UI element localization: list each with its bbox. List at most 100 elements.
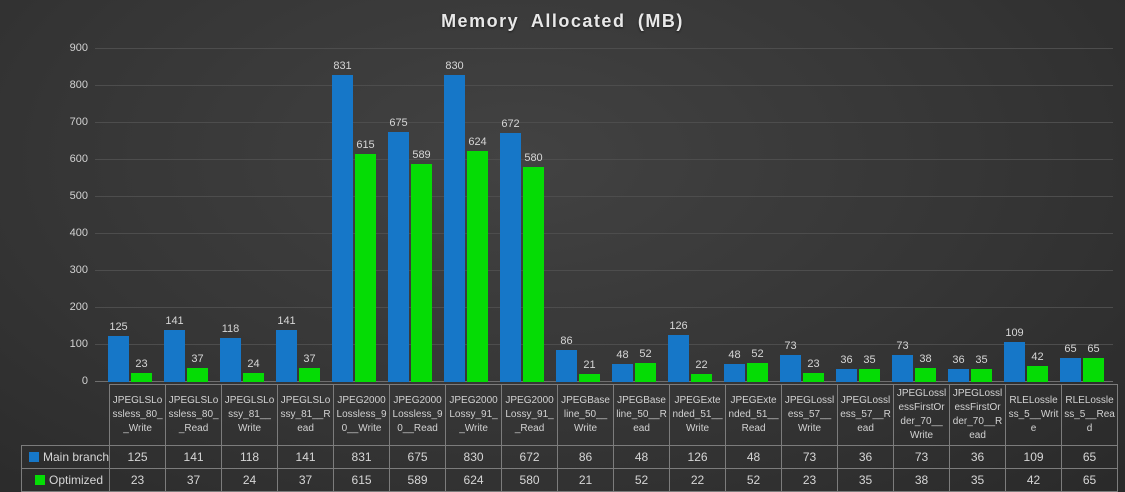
table-value-cell: 48 bbox=[725, 445, 783, 469]
table-value-cell: 52 bbox=[725, 468, 783, 492]
bar-group: 73 38 bbox=[886, 49, 942, 382]
gridline bbox=[95, 159, 1113, 160]
bar-optimized bbox=[803, 373, 824, 382]
legend-series-name: Main branch bbox=[43, 450, 110, 464]
bar-main-branch bbox=[444, 75, 465, 382]
table-value-cell: 624 bbox=[445, 468, 503, 492]
y-axis-tick-label: 800 bbox=[69, 79, 88, 91]
y-axis-tick-label: 100 bbox=[69, 338, 88, 350]
bar-main-branch bbox=[724, 364, 745, 382]
bar-optimized bbox=[691, 374, 712, 382]
bar-group: 831 615 bbox=[326, 49, 382, 382]
table-value-cell: 126 bbox=[669, 445, 727, 469]
bar-value-label: 48 bbox=[728, 349, 741, 361]
bar-value-label: 118 bbox=[221, 323, 240, 335]
bar-group: 118 24 bbox=[214, 49, 270, 382]
bar-value-label: 21 bbox=[583, 359, 596, 371]
bar-value-label: 65 bbox=[1087, 343, 1100, 355]
bar-value-label: 48 bbox=[616, 349, 629, 361]
bar-value-label: 624 bbox=[468, 136, 487, 148]
table-corner-cell bbox=[22, 385, 110, 446]
table-value-cell: 35 bbox=[949, 468, 1007, 492]
gridline bbox=[95, 196, 1113, 197]
y-axis-tick-label: 900 bbox=[69, 42, 88, 54]
gridline bbox=[95, 270, 1113, 271]
bar-optimized bbox=[355, 154, 376, 382]
legend-swatch bbox=[29, 452, 39, 462]
table-value-cell: 21 bbox=[557, 468, 615, 492]
bar-value-label: 37 bbox=[303, 353, 316, 365]
table-value-cell: 589 bbox=[389, 468, 447, 492]
legend-swatch bbox=[35, 475, 45, 485]
bar-optimized bbox=[411, 164, 432, 382]
bar-group: 109 42 bbox=[998, 49, 1054, 382]
category-label: JPEGLSLossless_80__Read bbox=[165, 384, 223, 446]
series-value-row: Main branch 125 141 118 141 831 675 830 672 86 48 1… bbox=[20, 445, 1119, 469]
category-label: JPEGLossless_57__Read bbox=[837, 384, 895, 446]
category-label: JPEGLSLossless_80__Write bbox=[109, 384, 167, 446]
bar-optimized bbox=[187, 368, 208, 382]
bar-group: 141 37 bbox=[158, 49, 214, 382]
bar-main-branch bbox=[164, 330, 185, 382]
table-value-cell: 23 bbox=[109, 468, 167, 492]
bar-main-branch bbox=[836, 369, 857, 382]
gridline bbox=[95, 85, 1113, 86]
bar-value-label: 36 bbox=[952, 354, 965, 366]
bar-value-label: 141 bbox=[277, 315, 296, 327]
table-value-cell: 675 bbox=[389, 445, 447, 469]
bar-value-label: 52 bbox=[751, 348, 764, 360]
gridline bbox=[95, 122, 1113, 123]
bar-main-branch bbox=[948, 369, 969, 382]
bar-value-label: 73 bbox=[784, 340, 797, 352]
table-value-cell: 580 bbox=[501, 468, 559, 492]
table-value-cell: 38 bbox=[893, 468, 951, 492]
bar-value-label: 109 bbox=[1005, 327, 1024, 339]
table-value-cell: 109 bbox=[1005, 445, 1063, 469]
category-label: JPEG2000Lossy_91__Write bbox=[445, 384, 503, 446]
bar-optimized bbox=[1083, 358, 1104, 382]
bar-optimized bbox=[523, 167, 544, 382]
bar-optimized bbox=[859, 369, 880, 382]
bar-group: 86 21 bbox=[550, 49, 606, 382]
bar-value-label: 22 bbox=[695, 359, 708, 371]
table-value-cell: 830 bbox=[445, 445, 503, 469]
bar-group: 125 23 bbox=[102, 49, 158, 382]
bar-main-branch bbox=[388, 132, 409, 382]
gridline bbox=[95, 233, 1113, 234]
table-value-cell: 52 bbox=[613, 468, 671, 492]
bar-value-label: 35 bbox=[863, 354, 876, 366]
table-value-cell: 65 bbox=[1061, 445, 1119, 469]
gridline bbox=[95, 48, 1113, 49]
y-axis-tick-label: 200 bbox=[69, 301, 88, 313]
bar-value-label: 675 bbox=[389, 117, 408, 129]
bar-group: 48 52 bbox=[606, 49, 662, 382]
bar-value-label: 831 bbox=[333, 60, 352, 72]
bar-main-branch bbox=[108, 336, 129, 382]
bar-main-branch bbox=[332, 75, 353, 382]
bar-group: 672 580 bbox=[494, 49, 550, 382]
gridline bbox=[95, 307, 1113, 308]
category-label: JPEGBaseline_50__Write bbox=[557, 384, 615, 446]
gridlines-layer bbox=[95, 48, 1113, 382]
bar-value-label: 125 bbox=[109, 321, 128, 333]
bar-optimized bbox=[915, 368, 936, 382]
legend-series-name: Optimized bbox=[49, 473, 104, 487]
data-table: JPEGLSLossless_80__Write JPEGLSLossless_8… bbox=[20, 384, 1119, 492]
bar-optimized bbox=[635, 363, 656, 382]
bar-value-label: 24 bbox=[247, 358, 260, 370]
series-value-row: Optimized 23 37 24 37 615 589 624 580 21 52 22 52 23 3… bbox=[20, 468, 1119, 492]
bar-optimized bbox=[579, 374, 600, 382]
table-value-cell: 42 bbox=[1005, 468, 1063, 492]
bar-main-branch bbox=[556, 350, 577, 382]
bar-group: 141 37 bbox=[270, 49, 326, 382]
bar-optimized bbox=[971, 369, 992, 382]
bar-value-label: 141 bbox=[165, 315, 184, 327]
bar-main-branch bbox=[220, 338, 241, 382]
table-value-cell: 24 bbox=[221, 468, 279, 492]
table-value-cell: 65 bbox=[1061, 468, 1119, 492]
bar-optimized bbox=[1027, 366, 1048, 382]
table-value-cell: 48 bbox=[613, 445, 671, 469]
y-axis-tick-label: 0 bbox=[81, 375, 88, 387]
category-label: RLELossless_5__Write bbox=[1005, 384, 1063, 446]
bar-group: 36 35 bbox=[830, 49, 886, 382]
